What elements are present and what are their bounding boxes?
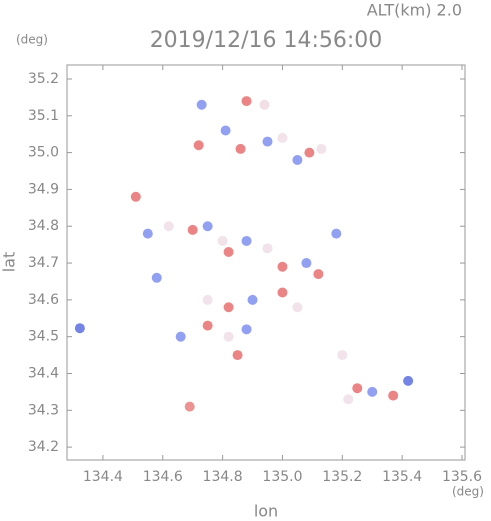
altitude-label: ALT(km) 2.0: [367, 1, 462, 20]
echo-point: [277, 261, 288, 272]
plot-frame: [66, 64, 466, 461]
echo-point: [187, 224, 198, 235]
echo-point: [235, 143, 246, 154]
echo-point: [241, 96, 252, 107]
y-tick-label: 35.0: [28, 145, 59, 161]
echo-point: [202, 294, 213, 305]
chart-title: 2019/12/16 14:56:00: [150, 28, 383, 53]
echo-point: [223, 247, 234, 258]
x-tick-label: 135.0: [262, 469, 302, 485]
echo-point: [262, 243, 273, 254]
echo-point: [202, 320, 213, 331]
echo-point: [232, 350, 243, 361]
echo-point: [151, 272, 162, 283]
echo-point: [292, 154, 303, 165]
echo-point: [262, 136, 273, 147]
y-tick-label: 34.3: [28, 402, 59, 418]
echo-point: [337, 350, 348, 361]
echo-point: [352, 383, 363, 394]
x-tick-label: 134.4: [83, 469, 123, 485]
echo-point: [292, 302, 303, 313]
echo-point: [241, 324, 252, 335]
y-tick-label: 34.8: [28, 218, 59, 234]
echo-point: [241, 235, 252, 246]
echo-point: [142, 228, 153, 239]
echo-point: [74, 323, 85, 334]
echo-point: [196, 99, 207, 110]
echo-point: [247, 294, 258, 305]
echo-point: [220, 125, 231, 136]
y-unit: (deg): [16, 33, 48, 47]
echo-point: [343, 394, 354, 405]
y-tick-label: 34.2: [28, 439, 59, 455]
y-axis-label: lat: [0, 252, 19, 273]
y-tick-label: 34.9: [28, 181, 59, 197]
echo-point: [175, 331, 186, 342]
echo-point: [316, 143, 327, 154]
x-tick-label: 135.4: [382, 469, 422, 485]
echo-point: [331, 228, 342, 239]
echo-point: [163, 221, 174, 232]
echo-point: [277, 287, 288, 298]
echo-point: [130, 191, 141, 202]
echo-point: [304, 147, 315, 158]
echo-point: [403, 375, 414, 386]
y-tick-label: 34.4: [28, 365, 59, 381]
echo-point: [388, 390, 399, 401]
y-tick-label: 34.7: [28, 255, 59, 271]
y-tick-label: 34.6: [28, 292, 59, 308]
x-tick-label: 135.6: [442, 469, 482, 485]
echo-point: [367, 386, 378, 397]
y-tick-label: 35.2: [28, 71, 59, 87]
echo-point: [217, 235, 228, 246]
echo-point: [223, 302, 234, 313]
echo-point: [223, 331, 234, 342]
echo-point: [193, 140, 204, 151]
echo-point: [184, 401, 195, 412]
echo-point: [259, 99, 270, 110]
y-tick-label: 35.1: [28, 108, 59, 124]
x-unit: (deg): [452, 485, 484, 499]
x-tick-label: 134.8: [203, 469, 243, 485]
y-tick-label: 34.5: [28, 329, 59, 345]
x-axis-label: lon: [254, 502, 278, 521]
echo-point: [301, 258, 312, 269]
echo-point: [277, 132, 288, 143]
x-tick-label: 135.2: [322, 469, 362, 485]
x-tick-label: 134.6: [143, 469, 183, 485]
echo-point: [202, 221, 213, 232]
echo-point: [313, 269, 324, 280]
